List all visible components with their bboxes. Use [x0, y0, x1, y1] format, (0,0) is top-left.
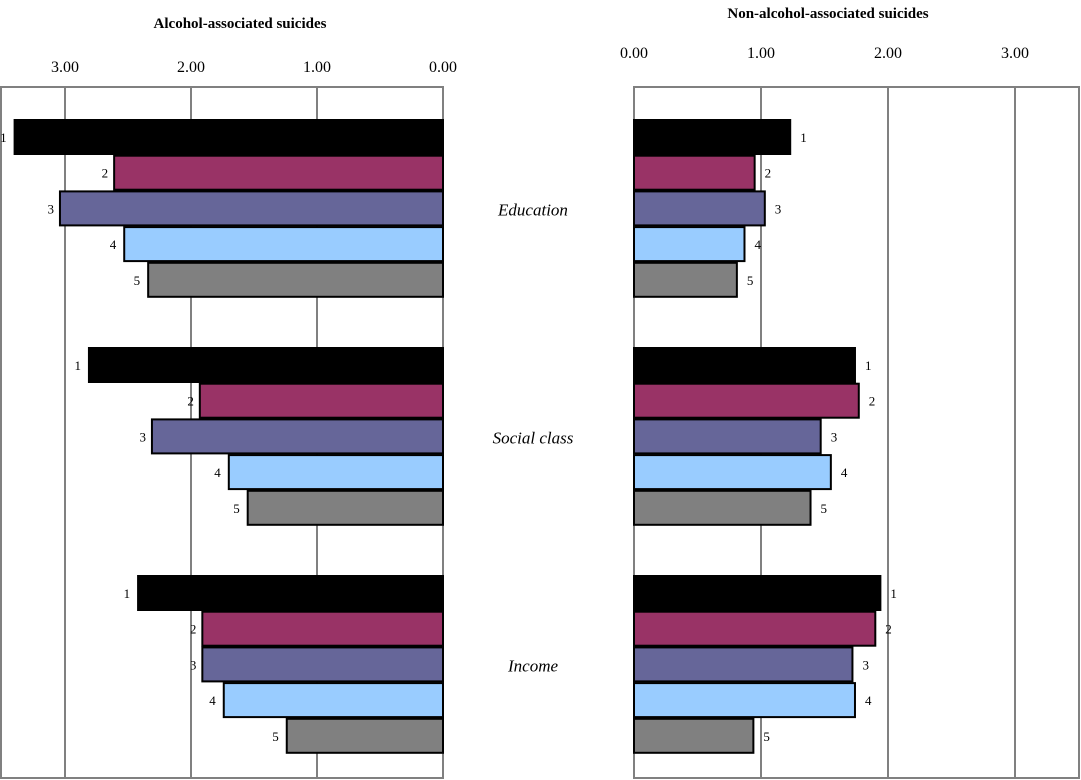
left-bar-label: 5: [134, 273, 141, 288]
right-bar-income-5: [633, 717, 755, 754]
left-bar-income-5: [285, 717, 445, 754]
right-bar-label: 4: [754, 237, 761, 252]
right-tick-label: 0.00: [620, 45, 648, 62]
category-label: Income: [507, 656, 558, 675]
left-panel-title: Alcohol-associated suicides: [154, 16, 327, 32]
right-bar-education-1: [633, 119, 792, 155]
right-tick-label: 3.00: [1001, 45, 1029, 62]
right-bar-label: 2: [765, 166, 772, 181]
right-bar-label: 3: [775, 201, 782, 216]
left-bar-income-2: [201, 610, 444, 647]
left-bar-label: 4: [214, 465, 221, 480]
right-bar-label: 5: [747, 273, 754, 288]
right-bar-education-4: [633, 226, 746, 263]
right-bar-label: 1: [890, 586, 897, 601]
left-bar-label: 1: [74, 358, 81, 373]
category-label: Education: [497, 200, 568, 219]
right-bar-label: 4: [841, 465, 848, 480]
left-bar-label: 4: [110, 237, 117, 252]
left-bar-label: 5: [272, 729, 279, 744]
left-tick-label: 3.00: [51, 59, 79, 76]
right-bar-income-2: [633, 610, 877, 647]
left-bar-label: 1: [124, 586, 131, 601]
right-bar-label: 1: [800, 130, 807, 145]
left-bar-social-class-2: [198, 382, 444, 419]
left-bar-label: 3: [139, 429, 146, 444]
left-bar-income-1: [137, 575, 445, 611]
left-tick-label: 1.00: [303, 59, 331, 76]
right-bar-label: 5: [763, 729, 770, 744]
right-bar-education-5: [633, 261, 738, 298]
left-bar-education-5: [147, 261, 444, 298]
left-bar-label: 2: [102, 166, 109, 181]
bars: [13, 119, 882, 754]
tick-labels: 3.00 2.00 1.00 0.00 0.00 1.00 2.00 3.00: [51, 45, 1029, 76]
left-bar-education-4: [123, 226, 444, 263]
left-tick-label: 0.00: [429, 59, 457, 76]
left-bar-label: 5: [233, 501, 240, 516]
right-bar-income-3: [633, 646, 854, 683]
left-bar-social-class-3: [150, 418, 444, 455]
right-bar-label: 3: [862, 657, 869, 672]
left-bar-label: 3: [190, 657, 197, 672]
right-bar-education-3: [633, 190, 766, 227]
left-bar-social-class-4: [227, 454, 444, 491]
category-labels: Education Social class Income: [493, 200, 574, 675]
right-bar-income-1: [633, 575, 882, 611]
bar-labels: 1 2 3 4 5 1 2 3 4 5 1 2 3 4 5 1 2 3 4 5 1 2 3 4 5 1 2 3 4 5: [0, 130, 897, 744]
category-label: Social class: [493, 428, 574, 447]
right-bar-label: 2: [869, 394, 876, 409]
left-bar-label: 2: [190, 622, 197, 637]
left-bar-social-class-5: [246, 489, 444, 526]
right-bar-label: 3: [831, 429, 838, 444]
right-bar-social-class-2: [633, 382, 860, 419]
left-bar-education-1: [13, 119, 444, 155]
left-bar-label: 4: [209, 693, 216, 708]
right-bar-label: 1: [865, 358, 872, 373]
right-tick-label: 2.00: [874, 45, 902, 62]
right-bar-social-class-3: [633, 418, 822, 455]
left-bar-label: 3: [47, 201, 54, 216]
left-bar-label: 2: [187, 394, 194, 409]
right-bar-label: 5: [821, 501, 828, 516]
right-bar-income-4: [633, 682, 856, 719]
left-bar-social-class-1: [87, 347, 444, 383]
right-bar-social-class-4: [633, 454, 832, 491]
left-bar-income-4: [222, 682, 444, 719]
right-bar-label: 4: [865, 693, 872, 708]
right-bar-social-class-1: [633, 347, 856, 383]
left-bar-label: 1: [0, 130, 7, 145]
left-bar-education-2: [113, 154, 444, 191]
right-bar-label: 2: [885, 622, 892, 637]
left-bar-education-3: [58, 190, 445, 227]
left-bar-income-3: [201, 646, 444, 683]
right-tick-label: 1.00: [747, 45, 775, 62]
right-bar-social-class-5: [633, 489, 812, 526]
right-bar-education-2: [633, 154, 756, 191]
left-tick-label: 2.00: [177, 59, 205, 76]
right-panel-title: Non-alcohol-associated suicides: [727, 6, 928, 22]
